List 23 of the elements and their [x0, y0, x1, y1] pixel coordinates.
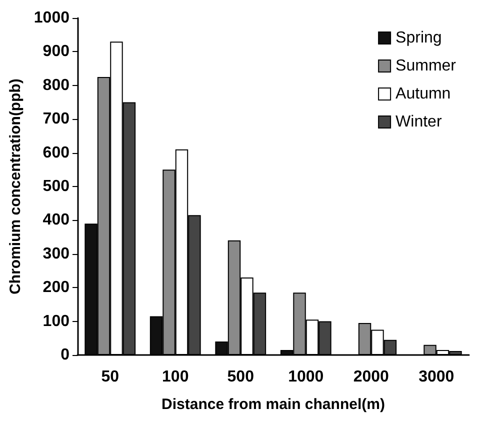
y-tick-label: 900 [42, 43, 70, 60]
x-tick-label: 1000 [288, 368, 324, 386]
x-tick-label: 50 [101, 368, 120, 386]
x-tick-label: 500 [227, 368, 254, 386]
y-tick-label: 400 [42, 212, 70, 229]
legend-label: Autumn [396, 86, 451, 102]
legend-label: Winter [396, 114, 442, 130]
y-tick-label: 500 [42, 178, 70, 195]
y-tick-label: 800 [42, 76, 70, 94]
y-tick-label: 1000 [34, 10, 70, 26]
x-axis-title: Distance from main channel(m) [162, 396, 385, 413]
y-axis-title: Chromium concentration(ppb) [7, 78, 24, 294]
x-tick-label: 100 [162, 368, 189, 386]
x-tick-label: 3000 [418, 368, 454, 386]
y-tick-label: 200 [42, 279, 70, 296]
y-tick-label: 0 [60, 346, 70, 364]
x-tick-label: 2000 [353, 368, 390, 386]
y-tick-label: 700 [42, 110, 70, 128]
y-tick-label: 100 [42, 312, 70, 330]
y-tick-label: 300 [42, 245, 70, 262]
legend-label: Spring [396, 30, 442, 46]
legend-label: Summer [396, 58, 457, 74]
y-tick-label: 600 [42, 144, 70, 162]
